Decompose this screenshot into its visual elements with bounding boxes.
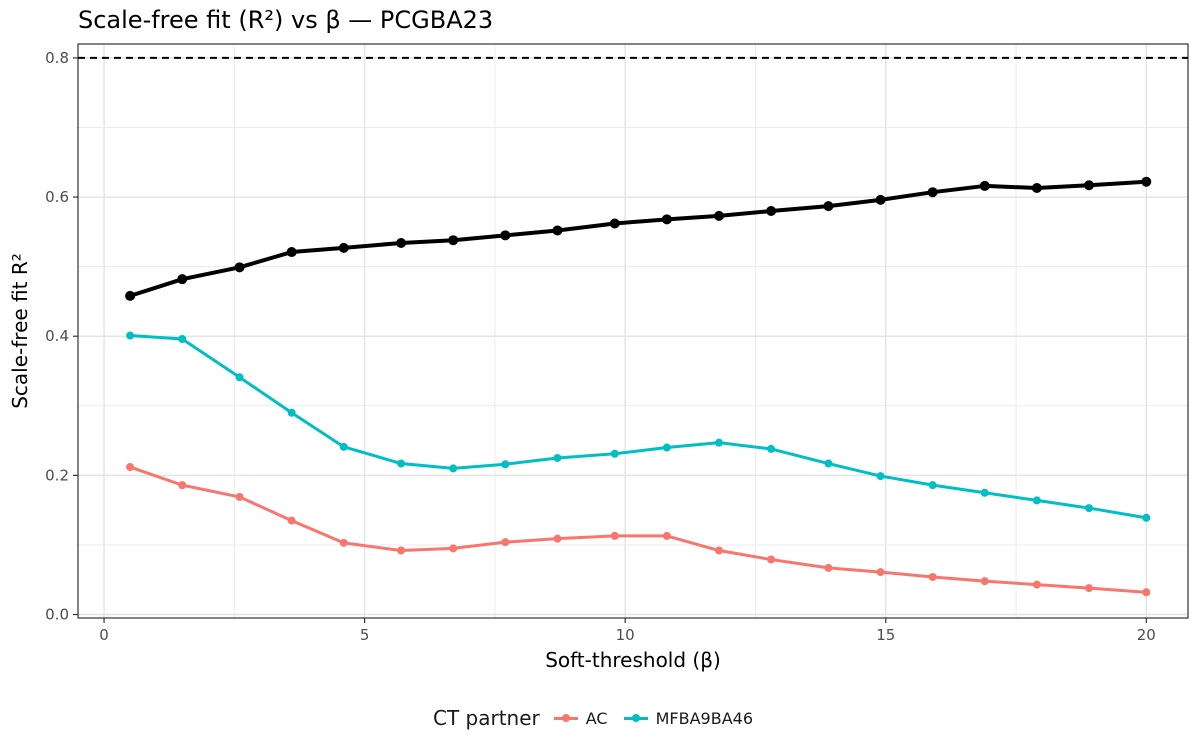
legend-item-ac: AC [552, 708, 608, 728]
legend: CT partner AC MFBA9BA46 [0, 700, 1200, 736]
data-point-overall [234, 262, 245, 273]
data-point-ac [714, 546, 723, 555]
data-point-mfba9ba46 [449, 464, 458, 473]
data-point-overall [1141, 176, 1152, 187]
data-point-mfba9ba46 [553, 453, 562, 462]
data-point-mfba9ba46 [1084, 504, 1093, 513]
data-point-ac [397, 546, 406, 555]
data-point-ac [662, 531, 671, 540]
data-point-overall [927, 187, 938, 198]
y-tick-label: 0.8 [45, 49, 69, 67]
data-point-mfba9ba46 [767, 444, 776, 453]
data-point-overall [609, 218, 620, 229]
data-point-ac [1142, 588, 1151, 597]
data-point-ac [767, 555, 776, 564]
data-point-overall [766, 205, 777, 216]
data-point-ac [1084, 584, 1093, 593]
series-line-mfba9ba46 [130, 334, 1147, 520]
x-axis-title: Soft-threshold (β) [545, 648, 721, 672]
data-point-mfba9ba46 [1142, 513, 1151, 522]
data-point-overall [875, 194, 886, 205]
data-point-overall [552, 225, 563, 236]
data-point-mfba9ba46 [339, 442, 348, 451]
data-point-overall [713, 210, 724, 221]
data-point-ac [610, 531, 619, 540]
data-point-overall [177, 274, 188, 285]
data-point-mfba9ba46 [235, 373, 244, 382]
series-line-overall [129, 179, 1147, 298]
data-point-overall [1031, 183, 1042, 194]
data-point-overall [979, 180, 990, 191]
legend-key-ac [552, 708, 580, 728]
x-tick-label: 0 [99, 626, 109, 644]
data-point-ac [287, 516, 296, 525]
data-point-ac [824, 563, 833, 572]
data-point-mfba9ba46 [178, 335, 187, 344]
y-tick-label: 0.6 [45, 188, 69, 206]
data-point-mfba9ba46 [928, 481, 937, 490]
legend-label-ac: AC [585, 708, 608, 728]
legend-item-mfba9ba46: MFBA9BA46 [622, 708, 753, 728]
legend-label-mfba9ba46: MFBA9BA46 [655, 708, 753, 728]
data-point-overall [448, 235, 459, 246]
data-point-mfba9ba46 [980, 488, 989, 497]
data-point-mfba9ba46 [714, 438, 723, 447]
legend-title: CT partner [433, 706, 540, 730]
data-point-overall [286, 247, 297, 258]
data-point-overall [823, 201, 834, 212]
data-point-mfba9ba46 [501, 460, 510, 469]
data-point-ac [178, 481, 187, 490]
data-point-ac [876, 568, 885, 577]
data-point-mfba9ba46 [824, 459, 833, 468]
y-tick-label: 0.2 [45, 466, 69, 484]
data-point-mfba9ba46 [287, 408, 296, 417]
data-point-overall [396, 237, 407, 248]
y-tick-label: 0.4 [45, 327, 69, 345]
y-axis-title: Scale-free fit R² [8, 253, 32, 409]
data-point-ac [339, 538, 348, 547]
data-point-overall [338, 242, 349, 253]
data-point-ac [980, 577, 989, 586]
data-point-mfba9ba46 [1032, 496, 1041, 505]
x-tick-label: 20 [1137, 626, 1156, 644]
data-point-ac [126, 463, 135, 472]
data-point-ac [449, 544, 458, 553]
data-point-ac [928, 572, 937, 581]
x-tick-label: 10 [616, 626, 635, 644]
legend-key-mfba9ba46 [622, 708, 650, 728]
series-line-ac [129, 465, 1147, 594]
data-point-mfba9ba46 [126, 331, 135, 340]
data-point-mfba9ba46 [876, 472, 885, 481]
data-point-overall [661, 214, 672, 225]
data-point-overall [500, 230, 511, 241]
x-tick-label: 5 [360, 626, 370, 644]
data-point-mfba9ba46 [662, 443, 671, 452]
data-point-mfba9ba46 [610, 449, 619, 458]
panel-border [77, 43, 1189, 619]
chart-title: Scale-free fit (R²) vs β — PCGBA23 [78, 6, 494, 34]
data-point-overall [125, 290, 136, 301]
data-point-ac [501, 538, 510, 547]
data-point-ac [553, 534, 562, 543]
data-point-ac [235, 492, 244, 501]
data-point-mfba9ba46 [397, 459, 406, 468]
data-point-overall [1083, 180, 1094, 191]
data-point-ac [1032, 580, 1041, 589]
x-tick-label: 15 [876, 626, 895, 644]
y-tick-label: 0.0 [45, 606, 69, 624]
